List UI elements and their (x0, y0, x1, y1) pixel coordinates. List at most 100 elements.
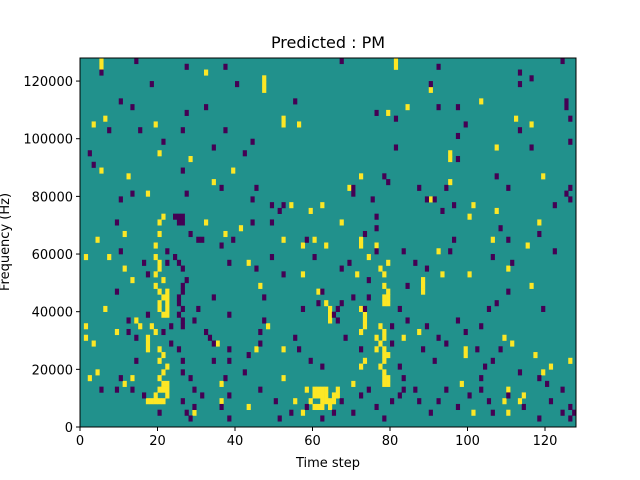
heatmap-cell-high (316, 288, 321, 295)
heatmap-cell-high (490, 236, 495, 243)
x-tick-label: 40 (227, 434, 244, 449)
heatmap-cell-low (184, 409, 189, 416)
heatmap-cell-low (211, 294, 216, 301)
heatmap-cell-high (382, 300, 387, 307)
heatmap-cell-low (211, 144, 216, 151)
heatmap-cell-low (448, 248, 453, 255)
heatmap-cell-low (568, 115, 573, 122)
heatmap-cell-high (382, 352, 387, 359)
heatmap-cell-low (475, 346, 480, 353)
heatmap-cell-high (297, 121, 302, 128)
heatmap-cell-low (293, 334, 298, 341)
heatmap-cell-low (180, 305, 185, 312)
heatmap-cell-low (176, 213, 182, 220)
heatmap-cell-low (118, 98, 123, 105)
heatmap-cell-low (269, 219, 275, 226)
x-tick-label: 20 (149, 434, 166, 449)
heatmap-cell-high (386, 288, 391, 295)
heatmap-cell-high (161, 352, 166, 359)
heatmap-cell-low (227, 311, 232, 318)
heatmap-cell-high (355, 271, 360, 278)
heatmap-cell-low (235, 81, 240, 88)
heatmap-cell-high (320, 386, 325, 393)
heatmap-cell-low (455, 156, 461, 163)
heatmap-cell-high (165, 386, 170, 393)
heatmap-cell-high (153, 242, 158, 249)
heatmap-cell-low (258, 386, 263, 393)
heatmap-cell-high (537, 219, 542, 226)
heatmap-cell-low (537, 375, 542, 382)
heatmap-cell-high (153, 282, 158, 289)
heatmap-cell-low (289, 409, 294, 416)
heatmap-cell-low (386, 179, 391, 186)
heatmap-cell-low (335, 305, 340, 312)
heatmap-cell-low (490, 357, 495, 364)
heatmap-cell-low (382, 173, 387, 180)
heatmap-cell-low (200, 236, 205, 243)
heatmap-cell-low (134, 357, 139, 364)
heatmap-cell-high (215, 340, 220, 347)
heatmap-cell-low (180, 398, 185, 405)
heatmap-cell-high (122, 380, 127, 387)
heatmap-cell-low (366, 386, 371, 393)
heatmap-cell-low (161, 138, 166, 145)
heatmap-cell-high (463, 352, 468, 359)
heatmap-cell-high (231, 167, 236, 174)
heatmap-cell-low (192, 317, 197, 324)
heatmap-cell-high (359, 305, 364, 312)
heatmap-cell-low (339, 265, 344, 272)
heatmap-cell-high (153, 254, 158, 261)
heatmap-cell-high (211, 179, 216, 186)
heatmap-cell-high (378, 363, 383, 370)
heatmap-cell-high (258, 282, 263, 289)
heatmap-cell-high (145, 346, 151, 353)
heatmap-cell-low (552, 248, 557, 255)
heatmap-cell-high (506, 409, 511, 416)
heatmap-cell-high (83, 254, 89, 261)
heatmap-cell-low (393, 115, 399, 122)
heatmap-cell-high (161, 294, 166, 301)
heatmap-cell-low (227, 346, 232, 353)
heatmap-cell-high (300, 409, 306, 416)
heatmap-cell-low (107, 127, 112, 134)
heatmap-cell-high (471, 202, 476, 209)
heatmap-cell-low (200, 392, 205, 399)
x-tick-label: 100 (455, 434, 480, 449)
heatmap-cell-low (320, 415, 325, 422)
heatmap-cell-low (506, 392, 511, 399)
heatmap-cell-high (157, 346, 162, 353)
heatmap-cell-low (242, 150, 247, 157)
heatmap-cell-low (436, 104, 441, 111)
heatmap-cell-low (118, 248, 123, 255)
heatmap-cell-low (176, 259, 182, 266)
heatmap-cell-high (347, 184, 352, 191)
heatmap-cell-low (405, 317, 410, 324)
heatmap-cell-high (281, 236, 286, 243)
heatmap-cell-high (514, 115, 519, 122)
heatmap-cell-high (378, 323, 383, 330)
heatmap-cell-low (564, 104, 569, 111)
heatmap-cell-low (316, 300, 321, 307)
heatmap-cell-high (393, 58, 399, 65)
heatmap-cell-high (262, 81, 267, 88)
heatmap-cell-high (266, 323, 271, 330)
heatmap-cell-low (397, 363, 402, 370)
heatmap-cell-low (351, 184, 356, 191)
heatmap-cell-high (374, 346, 379, 353)
heatmap-cell-low (486, 398, 492, 405)
heatmap-cell-low (246, 352, 251, 359)
heatmap-cell-low (479, 375, 484, 382)
heatmap-cell-low (176, 219, 182, 226)
heatmap-cell-low (145, 311, 151, 318)
heatmap-cell-low (176, 346, 182, 353)
heatmap-cell-high (374, 242, 379, 249)
heatmap-cell-high (312, 392, 317, 399)
heatmap-cell-high (362, 311, 368, 318)
heatmap-cell-low (219, 184, 224, 191)
heatmap-cell-high (421, 277, 426, 284)
heatmap-cell-high (312, 403, 317, 411)
heatmap-cell-high (161, 369, 166, 376)
heatmap-cell-low (339, 398, 344, 405)
heatmap-cell-low (351, 190, 356, 197)
heatmap-cell-low (223, 375, 228, 382)
